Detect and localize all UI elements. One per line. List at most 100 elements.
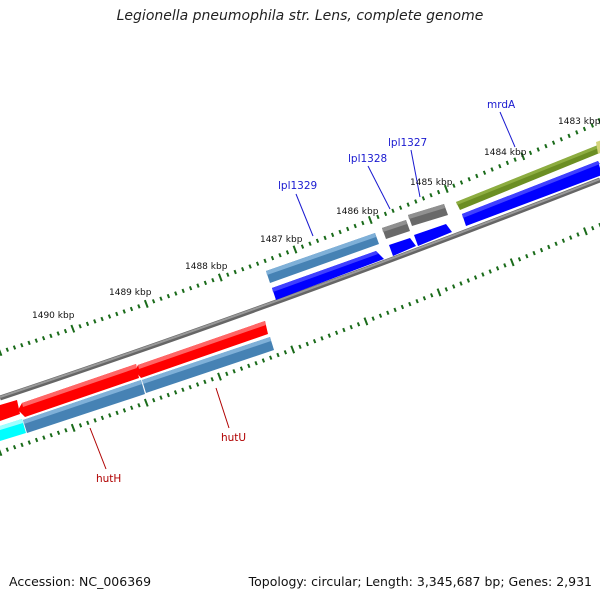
inner-tick-56 [408,301,412,307]
outer-tick-20 [143,299,149,308]
inner-tick-31 [225,371,229,377]
inner-tick-7 [49,432,53,438]
inner-tick-33 [239,366,244,371]
inner-tick-51 [371,316,375,321]
inner-tick-78 [569,235,573,240]
outer-tick-33 [241,266,245,272]
inner-tick-57 [415,298,419,304]
genome-backbone-highlight [0,178,600,398]
inner-tick-82 [598,222,600,228]
mrdA-leader-line [499,111,516,148]
outer-tick-70 [520,152,526,161]
outer-tick-0 [0,347,3,357]
lpl1327-gene-highlight [408,204,445,219]
outer-tick-47 [346,226,350,232]
partial-red-gene[interactable] [0,400,20,421]
inner-tick-26 [188,384,192,390]
inner-tick-17 [122,408,127,413]
outer-tick-32 [233,269,237,275]
inner-tick-45 [327,333,331,338]
inner-tick-24 [173,390,178,395]
lpl1327-label[interactable]: lpl1327 [388,137,427,149]
outer-tick-73 [544,143,548,149]
outer-tick-59 [436,189,441,195]
inner-tick-4 [27,440,31,445]
hutH-label[interactable]: hutH [96,473,121,485]
outer-tick-36 [263,258,267,264]
outer-tick-44 [323,235,327,241]
inner-tick-69 [503,263,507,268]
inner-tick-60 [436,288,442,297]
lpl1328-label[interactable]: lpl1328 [348,153,387,165]
inner-tick-19 [137,403,141,408]
inner-tick-66 [481,272,485,277]
lpl1329-cds-arrow[interactable] [272,251,384,300]
outer-tick-4 [27,340,31,346]
outer-tick-39 [285,250,290,255]
outer-tick-57 [421,196,426,201]
inner-tick-37 [269,355,273,360]
inner-tick-71 [517,257,522,262]
outer-tick-68 [505,160,510,166]
outer-tick-24 [174,291,178,296]
inner-tick-63 [459,281,463,286]
inner-tick-8 [56,430,61,436]
map-title: Legionella pneumophila str. Lens, comple… [116,8,484,24]
outer-tick-49 [361,220,365,226]
outer-tick-31 [226,272,230,277]
kbp-label-1486: 1486 kbp [336,207,379,217]
lpl1328-cds-arrow[interactable] [389,238,416,256]
outer-tick-40 [292,245,298,254]
outer-tick-35 [255,261,260,266]
kbp-label-1488: 1488 kbp [185,262,228,272]
outer-tick-61 [452,183,456,188]
outer-tick-56 [414,199,418,204]
inner-tick-81 [591,225,595,231]
inner-tick-59 [430,293,434,298]
outer-tick-74 [551,140,556,145]
outer-tick-3 [20,342,24,348]
inner-tick-9 [64,428,68,433]
outer-tick-17 [122,309,126,314]
inner-tick-36 [261,358,266,363]
inner-tick-50 [363,317,369,326]
inner-tick-47 [342,327,346,333]
lpl1327-cds-arrow[interactable] [414,224,452,246]
outer-tick-62 [459,180,464,185]
genome-summary-text: Topology: circular; Length: 3,345,687 bp… [248,574,592,589]
inner-tick-14 [100,415,105,421]
outer-tick-78 [582,126,587,132]
outer-tick-60 [443,184,449,193]
inner-tick-67 [488,269,492,274]
outer-tick-46 [338,229,342,235]
inner-tick-34 [247,363,251,369]
inner-tick-25 [181,387,185,393]
inner-tick-74 [539,247,544,253]
inner-tick-20 [143,398,149,407]
mrdA-label[interactable]: mrdA [487,99,516,111]
outer-tick-51 [376,214,380,220]
outer-tick-13 [93,319,97,324]
inner-tick-2 [12,444,17,450]
inner-tick-6 [42,435,46,440]
outer-tick-45 [330,232,335,238]
outer-tick-69 [513,157,517,162]
partial-cyan-highlight [0,419,23,430]
inner-tick-1 [5,447,9,452]
outer-tick-48 [353,223,357,229]
outer-tick-29 [211,277,215,283]
inner-tick-30 [217,372,222,381]
outer-tick-28 [203,280,208,286]
outer-tick-72 [536,147,540,152]
outer-tick-58 [429,192,433,198]
hutU-label[interactable]: hutU [221,432,246,444]
outer-tick-64 [475,173,479,179]
lpl1329-label[interactable]: lpl1329 [278,180,317,192]
inner-tick-73 [532,250,536,256]
inner-tick-3 [20,442,24,448]
inner-tick-44 [320,336,324,341]
inner-tick-0 [0,447,3,457]
lpl1329-cds-arrow-highlight [272,251,378,292]
